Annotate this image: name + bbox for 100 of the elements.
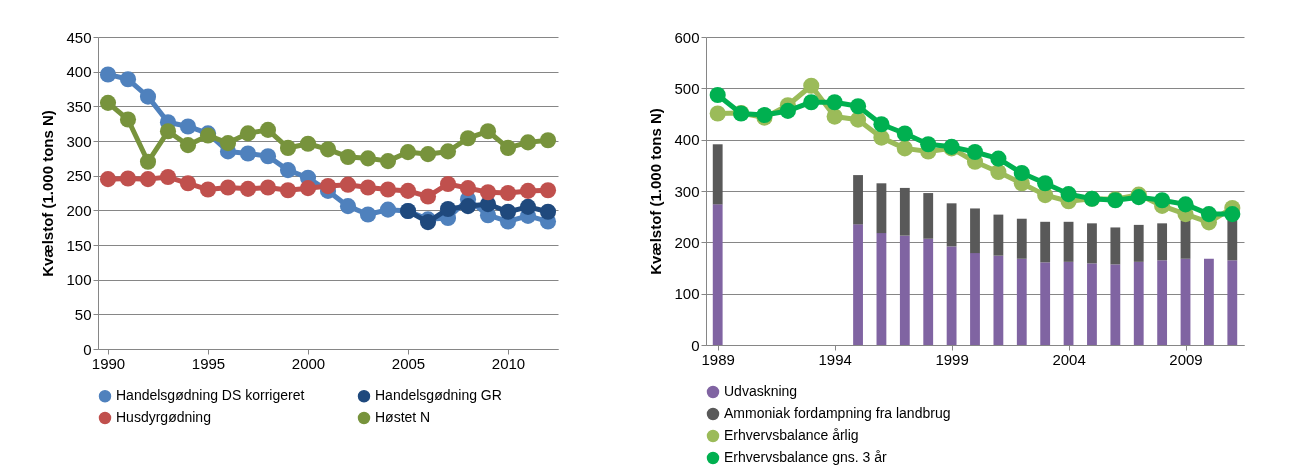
y-tick-label: 400 xyxy=(674,131,700,149)
point xyxy=(479,123,497,140)
legend-label: Husdyrgødning xyxy=(116,409,211,425)
y-tick-label: 50 xyxy=(74,305,92,323)
y-tick-label: 250 xyxy=(66,167,92,185)
bar xyxy=(1204,258,1214,345)
point xyxy=(966,143,984,161)
point xyxy=(359,150,377,167)
point xyxy=(399,182,417,199)
y-tick-label: 400 xyxy=(66,63,92,81)
y-tick-label: 350 xyxy=(66,97,92,115)
point xyxy=(779,102,796,119)
bar xyxy=(1157,223,1168,261)
point xyxy=(379,201,397,218)
bar xyxy=(1133,224,1144,262)
bar xyxy=(923,238,934,345)
y-axis-title: Kvælstof (1.000 tons N) xyxy=(647,108,665,275)
bar xyxy=(1063,221,1074,262)
point xyxy=(990,150,1007,167)
point xyxy=(299,135,317,152)
x-tick-label: 2009 xyxy=(1169,350,1203,368)
point xyxy=(803,94,820,111)
point xyxy=(990,163,1007,181)
point xyxy=(239,180,257,197)
point xyxy=(1013,164,1030,182)
bar xyxy=(1227,219,1238,261)
legend-label: Ammoniak fordampning fra landbrug xyxy=(724,405,951,421)
bar xyxy=(1087,263,1097,345)
y-tick-label: 100 xyxy=(674,285,700,303)
x-tick-label: 1994 xyxy=(818,350,852,368)
point xyxy=(279,139,297,156)
point xyxy=(199,181,217,198)
point xyxy=(1177,196,1194,213)
x-tick-label: 2005 xyxy=(391,354,426,372)
point xyxy=(499,203,517,220)
point xyxy=(339,176,357,193)
point xyxy=(339,148,357,165)
point xyxy=(419,146,437,163)
bar xyxy=(1040,221,1051,263)
y-tick-label: 100 xyxy=(66,271,92,289)
point xyxy=(873,129,890,146)
legend-label: Udvaskning xyxy=(724,383,798,399)
point xyxy=(239,125,257,142)
y-tick-label: 600 xyxy=(674,28,700,46)
point xyxy=(259,179,277,196)
x-tick-label: 1999 xyxy=(935,350,969,368)
x-tick-label: 1990 xyxy=(91,354,126,372)
point xyxy=(896,125,913,142)
bar xyxy=(1016,218,1027,259)
point xyxy=(479,184,497,201)
bar xyxy=(993,255,1004,345)
point xyxy=(359,179,377,196)
bar xyxy=(1016,258,1027,345)
legend-label: Erhvervsbalance gns. 3 år xyxy=(724,449,887,465)
point xyxy=(873,116,890,133)
point xyxy=(119,71,137,88)
y-tick-label: 300 xyxy=(66,132,92,150)
point xyxy=(219,179,237,196)
point xyxy=(439,200,457,217)
point xyxy=(99,171,117,188)
legend-label: Handelsgødning GR xyxy=(375,387,502,404)
bar xyxy=(1227,260,1238,345)
point xyxy=(139,88,157,105)
point xyxy=(849,98,867,115)
y-tick-label: 150 xyxy=(66,236,92,254)
bar xyxy=(712,204,723,345)
y-tick-label: 300 xyxy=(674,182,700,200)
bar xyxy=(876,183,887,234)
x-tick-label: 2010 xyxy=(491,354,526,372)
point xyxy=(339,198,357,215)
legend-label: Handelsgødning DS korrigeret xyxy=(116,387,305,404)
point xyxy=(519,198,537,215)
point xyxy=(920,136,937,153)
y-tick-label: 200 xyxy=(674,233,700,251)
point xyxy=(539,182,557,199)
point xyxy=(179,118,197,135)
point xyxy=(826,108,843,125)
bar xyxy=(1110,227,1121,265)
point xyxy=(119,170,137,187)
point xyxy=(139,153,157,170)
point xyxy=(1224,206,1241,223)
bar xyxy=(970,253,980,345)
point xyxy=(319,178,337,195)
point xyxy=(539,132,557,149)
bar xyxy=(993,214,1004,256)
point xyxy=(119,111,137,128)
point xyxy=(849,111,867,128)
point xyxy=(803,77,820,94)
point xyxy=(709,86,726,104)
point xyxy=(279,162,297,179)
bar xyxy=(876,233,887,345)
point xyxy=(219,135,237,152)
point xyxy=(896,140,913,157)
point xyxy=(319,141,337,158)
point xyxy=(1037,175,1054,192)
x-tick-label: 1989 xyxy=(701,350,735,368)
point xyxy=(159,169,177,186)
point xyxy=(439,143,457,160)
bar xyxy=(923,193,934,239)
point xyxy=(1154,192,1171,209)
